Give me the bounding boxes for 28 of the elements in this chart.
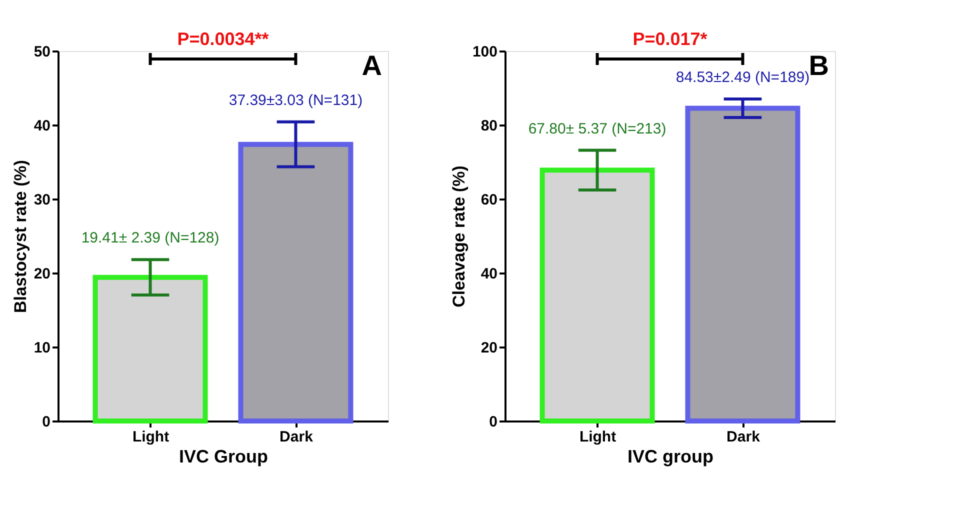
x-axis-title: IVC group xyxy=(628,446,714,466)
y-axis-title: Blastocyst rate (%) xyxy=(10,160,30,314)
y-tick-label: 100 xyxy=(472,44,498,60)
y-tick-label: 20 xyxy=(34,266,50,282)
y-tick-label: 50 xyxy=(34,44,50,60)
y-axis-title: Cleavage rate (%) xyxy=(449,166,468,308)
y-tick-label: 30 xyxy=(34,192,50,208)
chart-title: B xyxy=(808,50,829,81)
y-tick-label: 0 xyxy=(42,414,50,430)
text: P=0.017* xyxy=(632,29,708,49)
data-label: 19.41± 2.39 (N=128) xyxy=(81,230,220,247)
text: P=0.0034** xyxy=(177,29,269,49)
x-tick-label: Light xyxy=(579,428,616,446)
x-tick-label: Dark xyxy=(280,428,314,446)
y-tick-label: 40 xyxy=(480,266,498,282)
y-tick-label: 80 xyxy=(480,118,498,134)
chart-title: A xyxy=(362,50,382,81)
data-label: 67.80± 5.37 (N=213) xyxy=(528,120,666,138)
y-tick-label: 0 xyxy=(489,414,498,430)
x-tick-label: Dark xyxy=(726,428,761,446)
x-tick-label: Light xyxy=(132,428,170,446)
y-tick-label: 60 xyxy=(480,192,498,208)
y-tick-label: 20 xyxy=(480,340,498,356)
y-tick-label: 40 xyxy=(34,118,50,134)
x-axis-title: IVC Group xyxy=(179,446,268,466)
data-label: 37.39±3.03 (N=131) xyxy=(228,92,363,109)
y-tick-label: 10 xyxy=(34,340,50,356)
data-label: 84.53±2.49 (N=189) xyxy=(676,69,810,86)
